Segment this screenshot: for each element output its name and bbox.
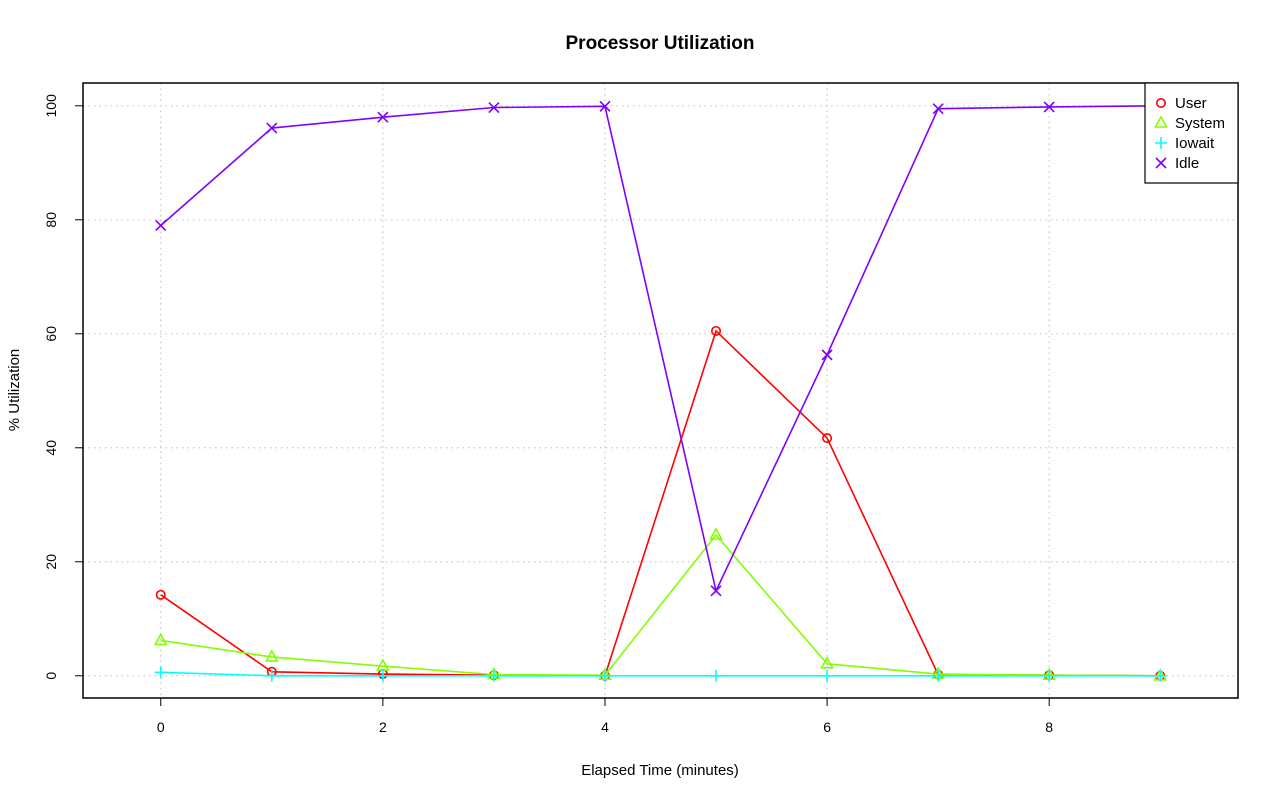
data-point-user — [155, 589, 166, 600]
series-system — [153, 527, 1168, 681]
chart-title: Processor Utilization — [566, 33, 755, 54]
legend-label-idle: Idle — [1175, 155, 1199, 172]
x-tick-label: 0 — [157, 719, 165, 735]
y-tick-label: 20 — [43, 554, 59, 570]
data-point-system — [820, 656, 834, 669]
series-user — [155, 325, 1166, 681]
legend-label-system: System — [1175, 115, 1225, 132]
legend-label-user: User — [1175, 95, 1207, 112]
data-point-iowait — [376, 669, 389, 682]
data-point-idle — [599, 100, 611, 112]
data-point-iowait — [821, 669, 834, 682]
data-point-idle — [155, 219, 167, 232]
series-layer — [153, 100, 1168, 682]
y-axis-label: % Utilization — [6, 349, 23, 432]
data-point-user — [822, 433, 833, 444]
data-point-idle — [377, 111, 389, 123]
x-tick-label: 6 — [823, 719, 831, 735]
data-point-iowait — [154, 666, 167, 679]
data-point-system — [264, 649, 279, 662]
series-line-iowait — [160, 671, 1161, 677]
data-point-idle — [488, 101, 500, 114]
legend-marker-idle — [1155, 157, 1167, 169]
data-point-iowait — [1043, 669, 1056, 682]
x-axis-label: Elapsed Time (minutes) — [581, 762, 739, 779]
legend-marker-user — [1156, 98, 1167, 109]
x-tick-label: 4 — [601, 719, 609, 735]
data-point-idle — [1043, 101, 1055, 113]
data-point-iowait — [932, 669, 945, 682]
data-point-iowait — [710, 669, 723, 682]
data-point-idle — [710, 585, 722, 597]
y-tick-label: 60 — [43, 326, 59, 342]
data-point-system — [153, 632, 168, 646]
data-point-iowait — [487, 669, 500, 682]
series-idle — [155, 100, 1166, 597]
y-tick-label: 80 — [43, 212, 59, 228]
legend: User System Iowait Idle — [1144, 82, 1239, 184]
y-tick-label: 40 — [43, 440, 59, 456]
x-tick-label: 8 — [1045, 719, 1053, 735]
series-line-idle — [160, 104, 1161, 594]
y-axis: 0 20 40 60 80 100 — [43, 94, 83, 680]
x-tick-label: 2 — [379, 719, 387, 735]
data-point-system — [709, 527, 723, 540]
series-line-user — [160, 329, 1161, 677]
legend-marker-system — [1154, 115, 1168, 128]
series-line-system — [160, 533, 1161, 677]
data-point-user — [711, 325, 722, 336]
y-tick-label: 0 — [43, 672, 59, 680]
legend-label-iowait: Iowait — [1175, 135, 1215, 152]
legend-box — [1144, 82, 1239, 184]
legend-marker-iowait — [1155, 137, 1167, 149]
data-point-idle — [932, 103, 944, 115]
x-axis: 0 2 4 6 8 — [157, 697, 1053, 735]
data-point-idle — [821, 349, 833, 361]
data-point-iowait — [1154, 669, 1167, 682]
data-point-iowait — [598, 669, 611, 682]
y-tick-label: 100 — [43, 94, 59, 118]
data-point-idle — [266, 122, 278, 134]
series-iowait — [154, 666, 1167, 682]
data-point-iowait — [265, 669, 278, 682]
